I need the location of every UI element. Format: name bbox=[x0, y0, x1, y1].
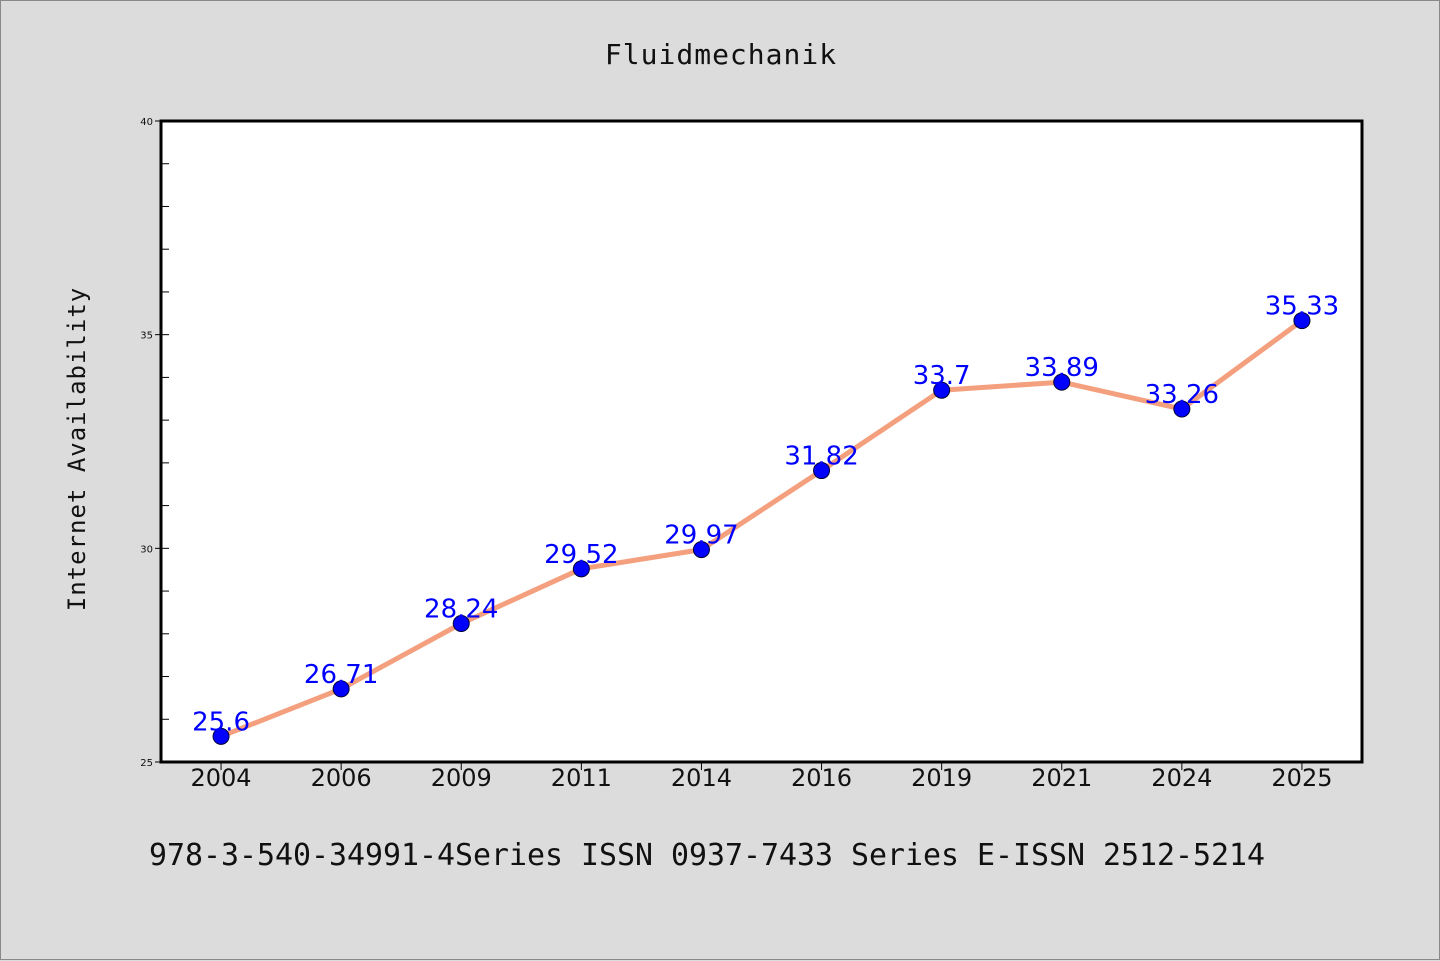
x-tick-label: 2011 bbox=[551, 764, 612, 792]
chart-title: Fluidmechanik bbox=[605, 38, 837, 71]
data-label: 29.52 bbox=[544, 540, 618, 570]
x-tick-label: 2021 bbox=[1031, 764, 1092, 792]
x-tick-label: 2004 bbox=[191, 764, 252, 792]
data-point bbox=[1053, 373, 1071, 391]
x-tick-label: 2009 bbox=[431, 764, 492, 792]
data-label: 33.7 bbox=[913, 361, 971, 391]
x-tick-label: 2016 bbox=[791, 764, 852, 792]
data-point bbox=[692, 541, 710, 559]
y-tick-label: 40 bbox=[140, 117, 153, 128]
chart-marks: 25 30 35 40 2004 2006 2009 2011 2014 2016 2019 2021… bbox=[140, 117, 1339, 792]
y-tick-label: 35 bbox=[140, 331, 153, 342]
data-label: 28.24 bbox=[424, 595, 498, 625]
data-point bbox=[933, 381, 951, 399]
data-label: 26.71 bbox=[304, 660, 378, 690]
x-tick-label: 2019 bbox=[911, 764, 972, 792]
plot-frame bbox=[159, 119, 1364, 764]
data-point bbox=[813, 462, 831, 480]
data-label: 35.33 bbox=[1265, 292, 1339, 322]
data-point bbox=[332, 680, 350, 698]
data-label: 33.26 bbox=[1145, 380, 1219, 410]
x-tick-label: 2014 bbox=[671, 764, 732, 792]
data-point bbox=[1293, 312, 1311, 330]
data-point bbox=[1173, 400, 1191, 418]
x-tick-label: 2025 bbox=[1271, 764, 1332, 792]
data-point bbox=[212, 727, 230, 745]
data-label: 29.97 bbox=[664, 521, 738, 551]
series-line bbox=[218, 318, 1305, 739]
x-tick-label: 2024 bbox=[1151, 764, 1212, 792]
data-point bbox=[452, 615, 470, 633]
plot-area bbox=[161, 121, 1362, 762]
footer-text: 978-3-540-34991-4Series ISSN 0937-7433 S… bbox=[149, 838, 1265, 873]
data-label: 25.6 bbox=[192, 707, 250, 737]
y-tick-label: 30 bbox=[140, 544, 153, 555]
data-point bbox=[572, 560, 590, 578]
y-tick-label: 25 bbox=[140, 758, 153, 769]
data-label: 31.82 bbox=[784, 442, 858, 472]
data-label: 33.89 bbox=[1025, 353, 1099, 383]
y-axis-label: Internet Availability bbox=[63, 287, 91, 611]
x-tick-label: 2006 bbox=[311, 764, 372, 792]
